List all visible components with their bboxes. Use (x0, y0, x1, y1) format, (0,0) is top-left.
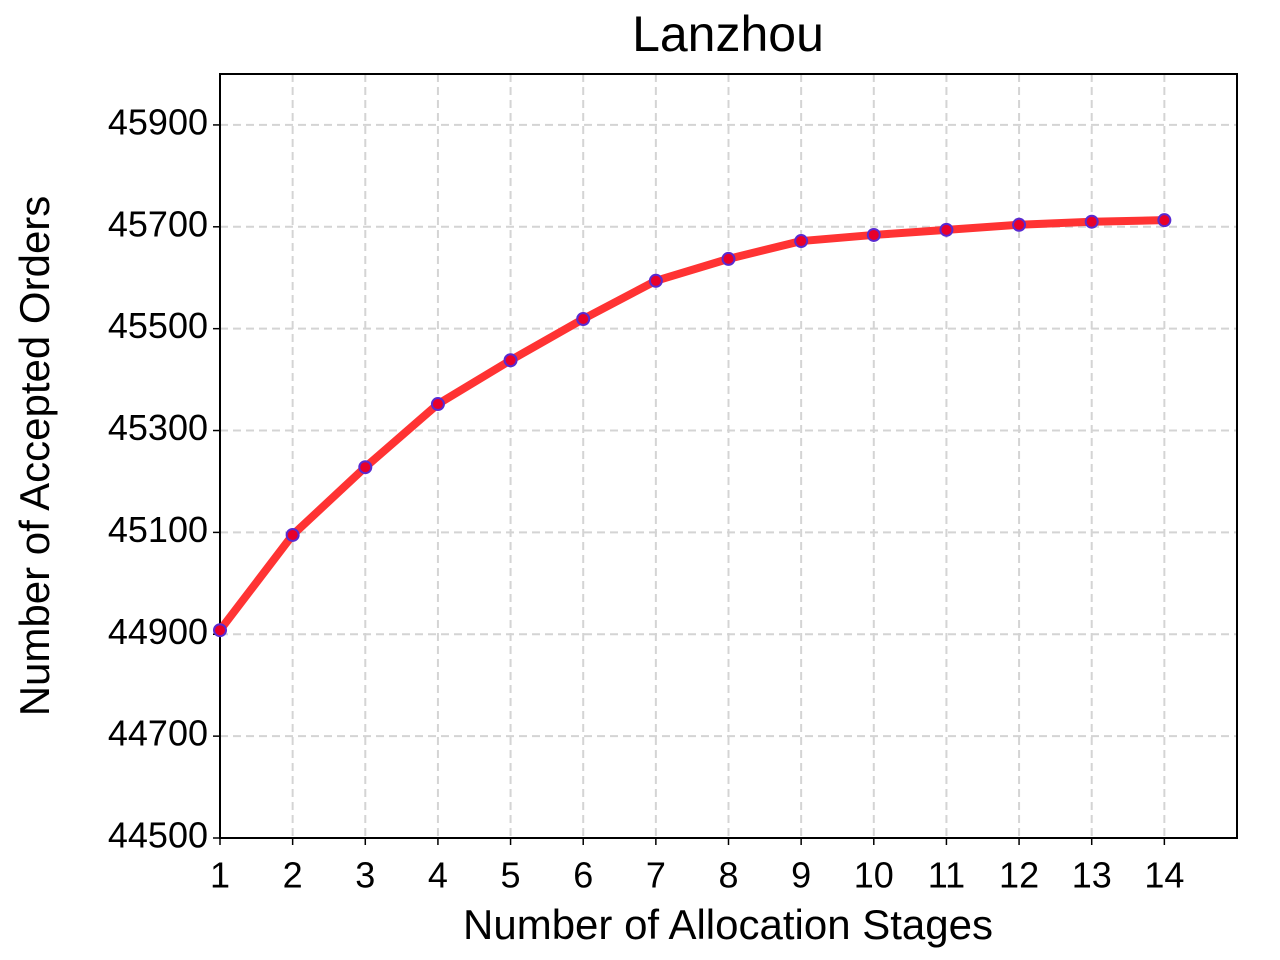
marker (213, 623, 227, 638)
marker (721, 251, 736, 266)
x-tick-label: 3 (355, 855, 375, 896)
x-tick-label: 1 (210, 855, 230, 896)
marker (866, 227, 881, 242)
y-tick-label: 45100 (108, 509, 208, 550)
x-tick-label: 13 (1072, 855, 1112, 896)
marker (1084, 214, 1099, 229)
marker (939, 222, 954, 237)
marker (648, 273, 663, 288)
line (216, 216, 1165, 633)
x-tick-label: 4 (428, 855, 448, 896)
marker (576, 311, 591, 326)
x-tick-label: 12 (999, 855, 1039, 896)
x-tick-label: 5 (501, 855, 521, 896)
y-tick-label: 45900 (108, 101, 208, 142)
y-tick-label: 45300 (108, 407, 208, 448)
x-tick-label: 11 (928, 855, 965, 896)
marker (1157, 213, 1172, 228)
marker (794, 234, 809, 249)
x-tick-label: 9 (791, 855, 811, 896)
y-tick-label: 44700 (108, 713, 208, 754)
marker (503, 353, 518, 368)
y-tick-label: 45500 (108, 305, 208, 346)
y-axis-label: Number of Accepted Orders (11, 196, 58, 717)
x-tick-label: 6 (573, 855, 593, 896)
x-tick-label: 7 (646, 855, 666, 896)
y-tick-label: 44500 (108, 815, 208, 856)
x-tick-label: 10 (854, 855, 894, 896)
marker (358, 460, 373, 475)
x-tick-label: 14 (1144, 855, 1184, 896)
marker (285, 527, 300, 542)
x-axis-label: Number of Allocation Stages (463, 901, 993, 948)
y-tick-label: 44900 (108, 611, 208, 652)
marker (1012, 217, 1027, 232)
x-tick-label: 8 (718, 855, 738, 896)
x-tick-label: 2 (283, 855, 303, 896)
y-tick-label: 45700 (108, 203, 208, 244)
chart-title: Lanzhou (632, 6, 824, 62)
plot-frame (219, 73, 1238, 839)
marker (430, 397, 445, 412)
